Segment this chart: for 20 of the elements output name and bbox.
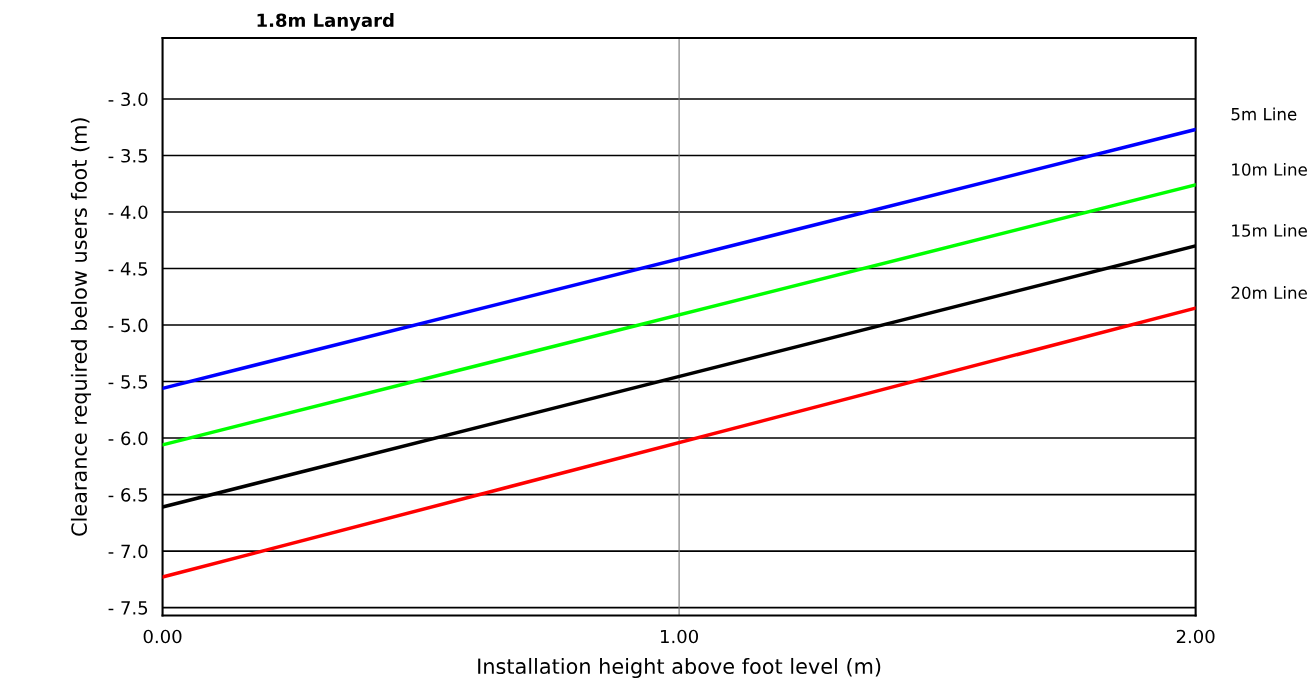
y-tick-label: - 3.5 xyxy=(108,148,148,163)
y-tick-label: - 5.0 xyxy=(108,318,148,333)
text: 20m Line xyxy=(1231,286,1307,300)
chart-title: 1.8m Lanyard xyxy=(257,13,394,31)
y-tick-label: - 7.0 xyxy=(108,544,148,559)
y-tick-label: - 6.5 xyxy=(108,488,148,502)
y-tick-label: - 6.0 xyxy=(108,431,148,446)
text: 15m Line xyxy=(1232,223,1307,237)
x-tick-label: 1.00 xyxy=(660,629,698,644)
y-tick-label: - 4.0 xyxy=(108,205,148,220)
text: 10m Line xyxy=(1232,162,1307,176)
y-axis-title: Clearance required below users foot (m) xyxy=(70,118,92,536)
x-tick-label: 0.00 xyxy=(143,629,182,644)
x-axis-title: Installation height above foot level (m) xyxy=(478,657,881,679)
x-tick-label: 2.00 xyxy=(1176,629,1215,644)
y-tick-label: - 3.0 xyxy=(108,92,148,107)
y-tick-label: - 7.5 xyxy=(108,601,148,615)
y-tick-label: - 5.5 xyxy=(108,375,148,389)
text: 5m Line xyxy=(1231,107,1297,121)
y-tick-label: - 4.5 xyxy=(108,262,148,276)
